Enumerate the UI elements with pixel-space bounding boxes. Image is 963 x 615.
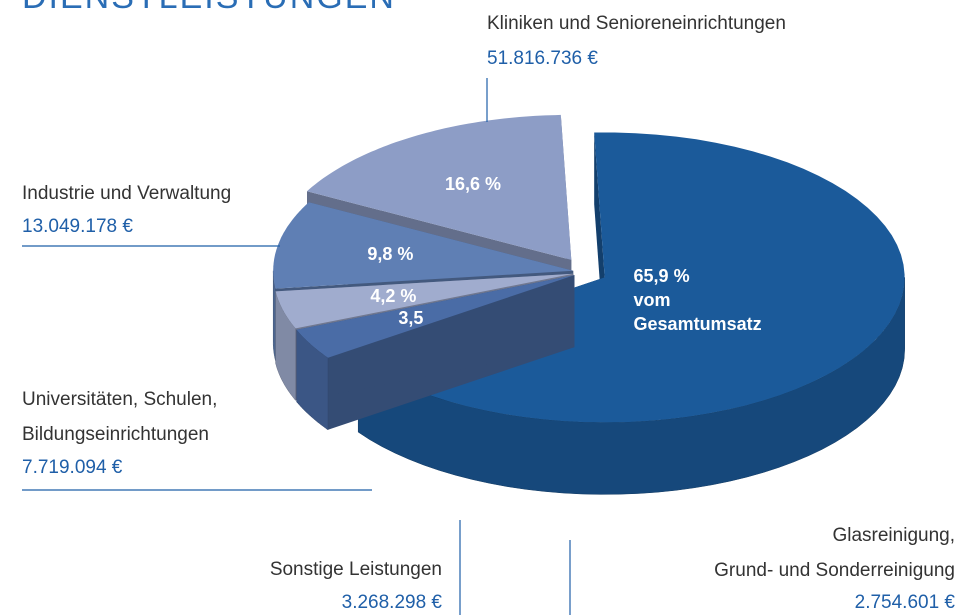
value-text: 16,6 %	[445, 173, 502, 194]
value-label: 9,8 %	[367, 242, 413, 266]
annotation: vom Gesamtumsatz	[633, 290, 762, 335]
slice-wall	[296, 275, 575, 402]
slice	[296, 275, 575, 358]
value-text: 3,5	[398, 307, 424, 328]
category-label: Sonstige Leistungen	[269, 559, 442, 580]
category-label: Industrie und Verwaltung	[22, 183, 232, 204]
value-text: 65,9 %	[633, 266, 690, 287]
chart-title: DIENSTLEISTUNGEN	[22, 0, 396, 17]
value-label: 3,5	[398, 306, 423, 330]
amount-label: 13.049.178 €	[22, 216, 133, 237]
category-label: Kliniken und Senioreneinrichtungen	[487, 13, 786, 34]
slice	[273, 202, 574, 289]
category-label: Glasreinigung, Grund- und Sonderreinigun…	[714, 525, 955, 581]
value-text: 9,8 %	[367, 244, 414, 265]
amount-label: 2.754.601 €	[854, 592, 955, 613]
slice-side	[275, 291, 296, 402]
amount-label: 51.816.736 €	[487, 48, 598, 69]
category-label: Universitäten, Schulen, Bildungseinricht…	[22, 389, 218, 445]
amount-label: 3.268.298 €	[341, 592, 442, 613]
value-text: 4,2 %	[370, 286, 417, 307]
pie	[272, 114, 905, 495]
value-label: 16,6 %	[445, 172, 501, 196]
value-label: 65,9 % vom Gesamtumsatz	[634, 264, 764, 336]
value-label: 4,2 %	[370, 284, 416, 308]
slice	[275, 273, 574, 329]
slice	[307, 114, 572, 260]
amount-label: 7.719.094 €	[22, 457, 123, 478]
